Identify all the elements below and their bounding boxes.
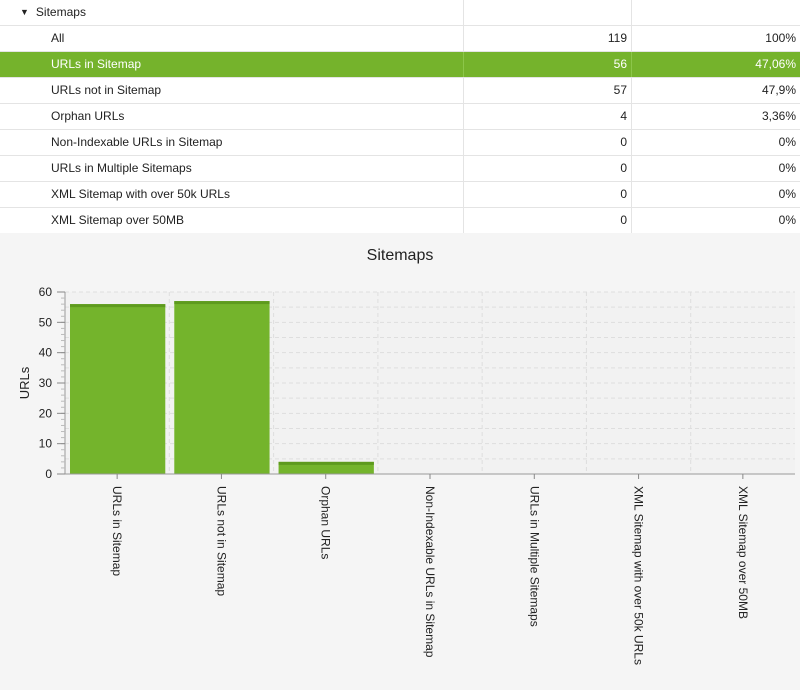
row-percent: 0% xyxy=(631,182,800,207)
table-row[interactable]: All 119 100% xyxy=(0,26,800,52)
y-tick-label: 60 xyxy=(39,285,53,299)
group-cell[interactable]: ▼ Sitemaps xyxy=(0,0,463,25)
row-count: 0 xyxy=(463,130,631,155)
x-tick-label: XML Sitemap over 50MB xyxy=(736,486,750,619)
table-row[interactable]: URLs in Sitemap 56 47,06% xyxy=(0,52,800,78)
table-row[interactable]: URLs not in Sitemap 57 47,9% xyxy=(0,78,800,104)
table-row[interactable]: Orphan URLs 4 3,36% xyxy=(0,104,800,130)
chart-title: Sitemaps xyxy=(366,247,434,264)
row-label: URLs in Multiple Sitemaps xyxy=(51,161,192,175)
x-tick-label: URLs in Multiple Sitemaps xyxy=(527,486,541,627)
group-count-cell xyxy=(463,0,631,25)
table-row[interactable]: XML Sitemap with over 50k URLs 0 0% xyxy=(0,182,800,208)
sitemaps-group-row[interactable]: ▼ Sitemaps xyxy=(0,0,800,26)
row-percent: 100% xyxy=(631,26,800,51)
row-label: XML Sitemap with over 50k URLs xyxy=(51,187,230,201)
chart-bar[interactable] xyxy=(70,304,166,474)
row-percent: 3,36% xyxy=(631,104,800,129)
x-tick-label: Non-Indexable URLs in Sitemap xyxy=(423,486,437,658)
row-count: 0 xyxy=(463,156,631,181)
y-tick-label: 50 xyxy=(39,315,53,329)
expand-triangle-icon[interactable]: ▼ xyxy=(20,7,29,17)
x-tick-label: URLs in Sitemap xyxy=(110,486,124,576)
row-percent: 0% xyxy=(631,208,800,233)
chart-bar[interactable] xyxy=(278,461,374,474)
row-percent: 47,06% xyxy=(631,52,800,77)
table-row[interactable]: URLs in Multiple Sitemaps 0 0% xyxy=(0,156,800,182)
group-label: Sitemaps xyxy=(35,5,86,19)
row-label: Non-Indexable URLs in Sitemap xyxy=(51,135,223,149)
row-count: 0 xyxy=(463,182,631,207)
row-percent: 0% xyxy=(631,156,800,181)
y-tick-label: 0 xyxy=(45,467,52,481)
chart-bar-top-edge xyxy=(70,304,166,308)
y-tick-label: 40 xyxy=(39,346,53,360)
x-tick-label: URLs not in Sitemap xyxy=(214,486,228,596)
x-tick-label: Orphan URLs xyxy=(319,486,333,559)
row-label: URLs in Sitemap xyxy=(51,57,142,71)
row-count: 56 xyxy=(463,52,631,77)
row-count: 0 xyxy=(463,208,631,233)
chart-bar[interactable] xyxy=(174,301,270,474)
y-tick-label: 10 xyxy=(39,437,53,451)
chart-bar-top-edge xyxy=(174,301,270,305)
chart-bar-top-edge xyxy=(278,461,374,465)
sitemaps-table: ▼ Sitemaps All 119 100% URLs in Sitemap 56 47,… xyxy=(0,0,800,234)
y-axis-label: URLs xyxy=(17,366,32,399)
y-tick-label: 20 xyxy=(39,406,53,420)
row-label: Orphan URLs xyxy=(51,109,125,123)
row-count: 57 xyxy=(463,78,631,103)
x-tick-label: XML Sitemap with over 50k URLs xyxy=(632,486,646,665)
row-label: All xyxy=(51,31,65,45)
row-count: 4 xyxy=(463,104,631,129)
group-percent-cell xyxy=(631,0,800,25)
row-percent: 0% xyxy=(631,130,800,155)
row-label: XML Sitemap over 50MB xyxy=(51,213,184,227)
row-count: 119 xyxy=(463,26,631,51)
row-label: URLs not in Sitemap xyxy=(51,83,162,97)
table-row[interactable]: Non-Indexable URLs in Sitemap 0 0% xyxy=(0,130,800,156)
row-percent: 47,9% xyxy=(631,78,800,103)
y-tick-label: 30 xyxy=(39,376,53,390)
